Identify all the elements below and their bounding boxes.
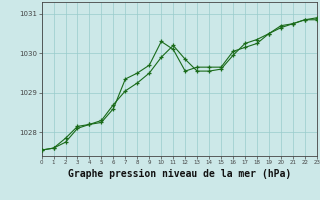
X-axis label: Graphe pression niveau de la mer (hPa): Graphe pression niveau de la mer (hPa) (68, 169, 291, 179)
